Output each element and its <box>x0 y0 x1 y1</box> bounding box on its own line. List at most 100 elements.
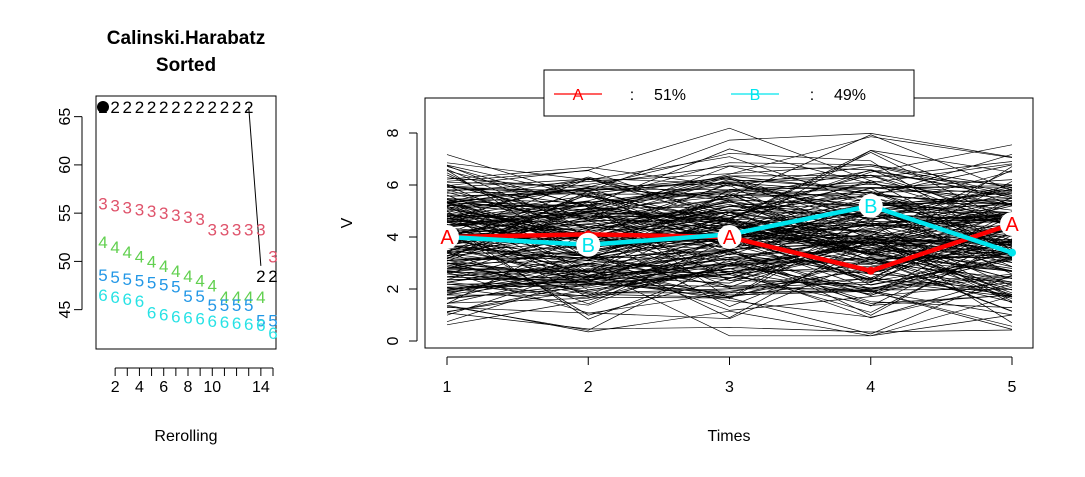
left-point-2: 2 <box>244 98 253 117</box>
background-trajectory-line <box>446 240 1013 312</box>
left-point-5: 5 <box>232 296 241 315</box>
background-trajectory-line <box>446 236 1013 279</box>
left-y-tick-label: 50 <box>57 252 74 270</box>
left-point-6: 6 <box>268 324 277 343</box>
left-y-axis: 45 50 55 60 65 <box>57 108 83 319</box>
background-trajectory-line <box>446 134 1013 203</box>
left-point-3: 3 <box>147 202 156 221</box>
background-trajectory-line <box>446 258 1013 320</box>
left-point-6: 6 <box>147 304 156 323</box>
left-point-6: 6 <box>183 308 192 327</box>
cluster-B-label-bg <box>858 193 883 218</box>
background-trajectory-line <box>446 161 1013 206</box>
background-trajectory-line <box>446 183 1013 207</box>
background-trajectory-line <box>446 241 1013 313</box>
left-point-4: 4 <box>123 243 132 262</box>
cluster-series: A B A B A <box>435 193 1024 275</box>
left-x-tick-label: 2 <box>111 379 120 396</box>
background-trajectory-line <box>446 181 1013 227</box>
cluster-A-dot <box>866 266 875 275</box>
left-point-6: 6 <box>195 309 204 328</box>
left-x-axis: 2 4 6 8 10 14 <box>111 367 274 396</box>
left-point-2: 2 <box>208 98 217 117</box>
left-point-2: 2 <box>147 98 156 117</box>
left-point-3: 3 <box>208 221 217 240</box>
background-trajectory-line <box>446 256 1013 298</box>
left-point-3: 3 <box>220 221 229 240</box>
right-x-tick-label: 1 <box>443 379 452 396</box>
left-point-2: 2 <box>183 98 192 117</box>
calinski-chart: Calinski.Harabatz Sorted 2 4 6 8 10 14 455055… <box>57 28 278 445</box>
left-point-2: 2 <box>232 98 241 117</box>
background-trajectory-line <box>446 156 1013 213</box>
left-point-4: 4 <box>220 288 229 307</box>
left-point-5: 5 <box>98 266 107 285</box>
right-x-axis: 1 2 3 4 5 <box>443 356 1017 396</box>
left-point-6: 6 <box>159 305 168 324</box>
right-x-tick-label: 4 <box>866 379 875 396</box>
left-point-6: 6 <box>171 307 180 326</box>
background-trajectory-line <box>446 214 1013 275</box>
left-point-5: 5 <box>147 274 156 293</box>
left-highlight-dot <box>97 101 109 113</box>
background-trajectory-line <box>446 175 1013 226</box>
left-chart-marks: 2222222222222223333333333333334444444444… <box>97 98 278 343</box>
background-trajectory-line <box>446 254 1013 298</box>
left-point-5: 5 <box>268 311 277 330</box>
background-trajectory-line <box>446 278 1013 313</box>
left-point-3: 3 <box>256 221 265 240</box>
left-point-2: 2 <box>110 98 119 117</box>
right-x-tick-label: 3 <box>725 379 734 396</box>
left-point-4: 4 <box>195 272 204 291</box>
background-trajectory-line <box>446 136 1013 211</box>
left-y-tick-label: 60 <box>57 156 74 174</box>
left-point-4: 4 <box>171 262 180 281</box>
left-point-6: 6 <box>98 286 107 305</box>
left-point-4: 4 <box>159 257 168 276</box>
left-point-5: 5 <box>110 268 119 287</box>
left-point-6: 6 <box>244 315 253 334</box>
left-point-5: 5 <box>195 287 204 306</box>
left-point-5: 5 <box>171 277 180 296</box>
background-trajectory-line <box>446 274 1013 306</box>
left-point-3: 3 <box>183 208 192 227</box>
left-point-5: 5 <box>244 296 253 315</box>
background-trajectory-line <box>446 231 1013 296</box>
left-point-3: 3 <box>159 204 168 223</box>
left-point-5: 5 <box>159 276 168 295</box>
left-point-3: 3 <box>244 221 253 240</box>
background-trajectory-line <box>446 165 1013 221</box>
left-point-3: 3 <box>135 200 144 219</box>
background-trajectory-line <box>446 185 1013 245</box>
right-x-tick-label: 5 <box>1008 379 1017 396</box>
left-point-5: 5 <box>183 287 192 306</box>
left-point-6: 6 <box>135 292 144 311</box>
background-trajectory-line <box>446 184 1013 221</box>
cluster-B-label: B <box>582 235 595 257</box>
left-point-2: 2 <box>171 98 180 117</box>
left-point-4: 4 <box>183 267 192 286</box>
left-x-tick-label: 8 <box>184 379 193 396</box>
left-point-4: 4 <box>98 233 107 252</box>
background-trajectory-line <box>446 262 1013 311</box>
left-point-3: 3 <box>110 196 119 215</box>
left-point-6: 6 <box>123 290 132 309</box>
left-point-3: 3 <box>232 221 241 240</box>
background-trajectory-line <box>446 154 1013 198</box>
legend: A : 51% B : 49% <box>543 69 915 117</box>
legend-b-marker: B <box>750 87 761 104</box>
left-y-tick-label: 55 <box>57 204 74 222</box>
left-point-4: 4 <box>244 288 253 307</box>
right-y-tick-label: 6 <box>385 180 402 189</box>
background-trajectory-line <box>446 229 1013 281</box>
left-point-5: 5 <box>220 296 229 315</box>
legend-b-separator: : <box>810 87 814 104</box>
left-point-4: 4 <box>135 248 144 267</box>
background-trajectory-line <box>446 127 1013 206</box>
cluster-B-label-bg <box>576 232 601 257</box>
left-point-6: 6 <box>208 312 217 331</box>
left-x-tick-label: 4 <box>135 379 144 396</box>
background-trajectory-line <box>446 259 1013 294</box>
legend-box <box>543 69 915 117</box>
